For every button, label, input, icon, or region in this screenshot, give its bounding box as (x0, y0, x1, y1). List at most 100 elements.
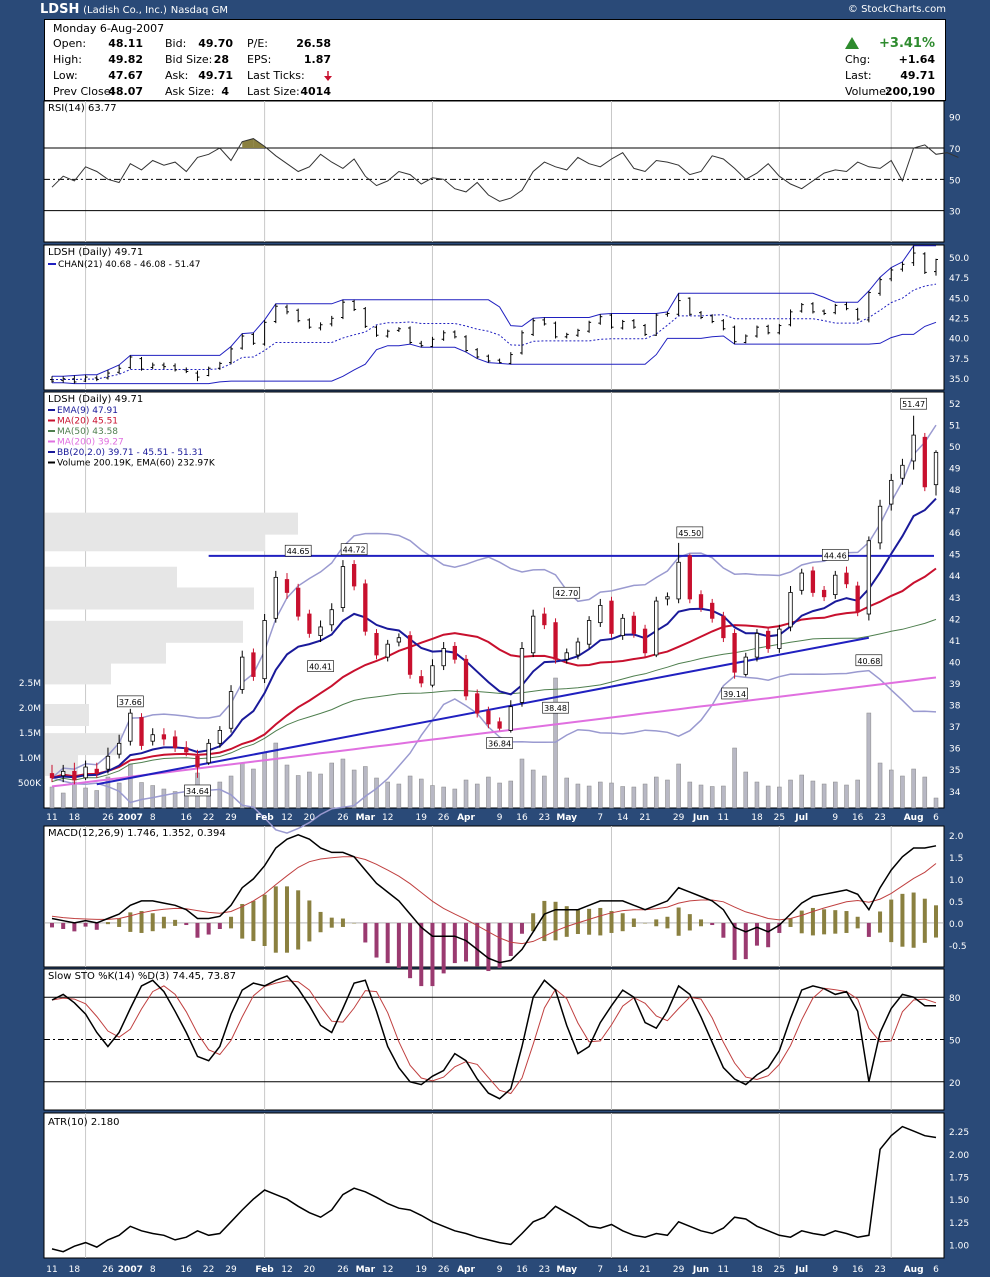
price-annotation-label: 44.46 (824, 551, 847, 560)
volume-bar (709, 786, 715, 809)
price-annotation-label: 40.41 (309, 663, 332, 672)
upper-x-label: 9 (832, 813, 838, 823)
legend-label: MA(20) 45.51 (57, 417, 118, 427)
volume-bar (564, 777, 569, 809)
last-size-value: 4014 (300, 85, 331, 98)
price-candle (620, 617, 625, 636)
price-candle (475, 693, 480, 714)
volume-bar (452, 788, 458, 809)
volume-bar (161, 788, 167, 809)
legend-label: Volume 200.19K, EMA(60) 232.97K (57, 459, 216, 469)
price-candle (586, 620, 592, 645)
lower-x-label: 11 (718, 1265, 729, 1275)
volume-bar (922, 776, 928, 809)
panel-bg-0 (43, 100, 945, 243)
macd-histogram-bar (833, 910, 838, 934)
volume-tick-label: 1.0M (19, 754, 41, 764)
volume-tick-label: 500K (18, 779, 42, 789)
price-candle (486, 710, 491, 725)
lower-x-label: 25 (774, 1265, 785, 1275)
ask-value: 49.71 (198, 69, 233, 82)
lower-x-label: 9 (832, 1265, 838, 1275)
y-tick-label: 49 (949, 464, 961, 474)
price-candle (766, 630, 771, 649)
macd-histogram-bar (777, 922, 782, 933)
volume-bar (374, 777, 379, 809)
company-name: (Ladish Co., Inc.) (83, 5, 167, 16)
macd-histogram-bar (374, 922, 379, 958)
price-candle (172, 736, 178, 749)
support-line (96, 636, 870, 786)
volume-bar (486, 776, 491, 809)
y-tick-label: 1.00 (949, 1241, 969, 1251)
change-label: Chg: (845, 53, 871, 66)
panel-bg-1 (43, 244, 945, 391)
volume-tick-label: 1.5M (19, 729, 41, 739)
bollinger-upper (51, 424, 937, 779)
volume-bar (844, 784, 849, 809)
macd-histogram-bar (766, 922, 771, 948)
volume-bar (777, 786, 782, 809)
lower-x-label: 29 (673, 1265, 685, 1275)
macd-histogram-bar (296, 890, 301, 950)
lower-x-label: 26 (102, 1265, 114, 1275)
y-tick-label: 44 (949, 572, 961, 582)
lower-x-label: May (556, 1265, 577, 1275)
macd-histogram-bar (855, 916, 860, 929)
macd-histogram-bar (878, 911, 883, 933)
macd-histogram-bar (788, 918, 793, 927)
macd-histogram-bar (844, 911, 849, 933)
volume-bar (83, 787, 88, 809)
volume-bar (743, 771, 749, 809)
lower-x-label: 23 (874, 1265, 885, 1275)
lower-x-label: 9 (497, 1265, 503, 1275)
price-annotation-box (486, 737, 513, 749)
price-annotation-box (340, 543, 368, 555)
lower-x-label: 21 (639, 1265, 650, 1275)
macd-histogram-bar (251, 900, 256, 942)
upper-x-label: Jul (794, 813, 808, 823)
sto-label: Slow STO %K(14) %D(3) 74.45, 73.87 (48, 971, 236, 982)
low-label: Low: (53, 69, 78, 82)
price-annotation-label: 42.70 (555, 589, 578, 598)
y-tick-label: 80 (949, 994, 961, 1004)
lower-x-label: 18 (751, 1265, 763, 1275)
brand-logo[interactable]: © StockCharts.com (847, 4, 946, 15)
upper-x-label: 9 (497, 813, 503, 823)
price-candle (441, 648, 446, 667)
legend-label: EMA(9) 47.91 (57, 406, 118, 416)
volume-by-price-bar (45, 566, 177, 589)
volume-by-price-bar (45, 753, 78, 776)
lower-x-label: 18 (69, 1265, 81, 1275)
price-candle (866, 540, 872, 615)
volume-bar (855, 779, 860, 809)
upper-x-label: 19 (416, 813, 428, 823)
macd-histogram-bar (810, 907, 815, 936)
price-annotation-box (900, 397, 927, 410)
lower-x-label: Feb (255, 1265, 274, 1275)
macd-histogram-bar (273, 886, 278, 953)
macd-histogram-bar (128, 912, 133, 932)
y-tick-label: 2.0 (949, 832, 964, 842)
macd-histogram-bar (866, 922, 871, 937)
price-candle (217, 730, 222, 744)
price-panel-label: LDSH (Daily) 49.71 (48, 394, 143, 405)
price-candle (284, 579, 290, 593)
volume-bar (407, 775, 413, 809)
price-candle (710, 602, 715, 619)
ask-size-value: 4 (221, 85, 229, 98)
volume-bar (172, 791, 178, 809)
volume-bar (866, 712, 872, 809)
volume-bar (94, 790, 100, 809)
lower-x-label: 14 (617, 1265, 629, 1275)
y-tick-label: 50.0 (949, 254, 969, 264)
channel-lower (52, 321, 937, 385)
price-candle (116, 742, 122, 755)
macd-histogram-bar (50, 922, 54, 928)
price-candle (340, 566, 346, 608)
volume-bar (60, 792, 66, 809)
price-candle (240, 656, 245, 690)
volume-bar (877, 762, 883, 809)
macd-histogram-bar (195, 922, 200, 938)
